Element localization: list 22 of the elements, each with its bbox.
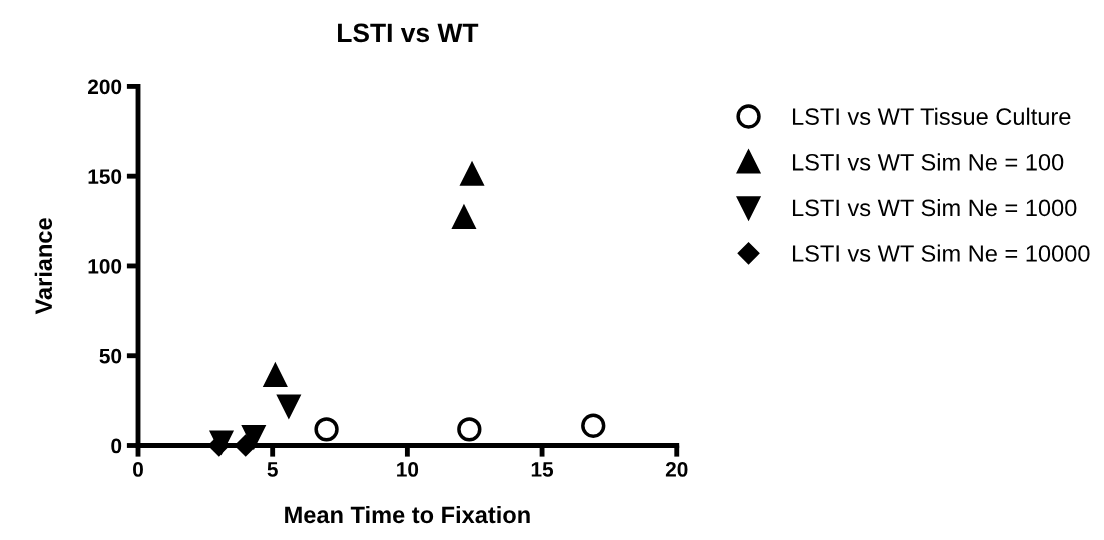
legend-label: LSTI vs WT Tissue Culture — [792, 107, 1071, 125]
x-tick-label: 0 — [133, 462, 143, 477]
point — [457, 417, 482, 442]
point — [276, 394, 302, 420]
x-tick-label: 15 — [531, 462, 554, 477]
y-tick-label: 100 — [88, 258, 122, 274]
point — [314, 417, 339, 442]
x-tick-label: 10 — [397, 462, 419, 477]
point — [581, 413, 606, 438]
y-tick-label: 0 — [111, 438, 122, 454]
x-axis-title: Mean Time to Fixation — [285, 505, 530, 524]
x-tick-label: 5 — [267, 462, 278, 477]
legend-label: LSTI vs WT Sim Ne = 10000 — [792, 244, 1090, 262]
y-tick-label: 50 — [99, 348, 122, 364]
y-tick-label: 200 — [87, 79, 122, 95]
point — [459, 160, 485, 186]
y-axis-title: Variance — [34, 218, 53, 315]
x-tick-label: 20 — [665, 462, 688, 477]
y-tick-label: 150 — [88, 169, 122, 184]
chart-title: LSTI vs WT — [338, 23, 479, 43]
legend-label: LSTI vs WT Sim Ne = 100 — [792, 153, 1064, 171]
legend-label: LSTI vs WT Sim Ne = 1000 — [792, 198, 1077, 217]
